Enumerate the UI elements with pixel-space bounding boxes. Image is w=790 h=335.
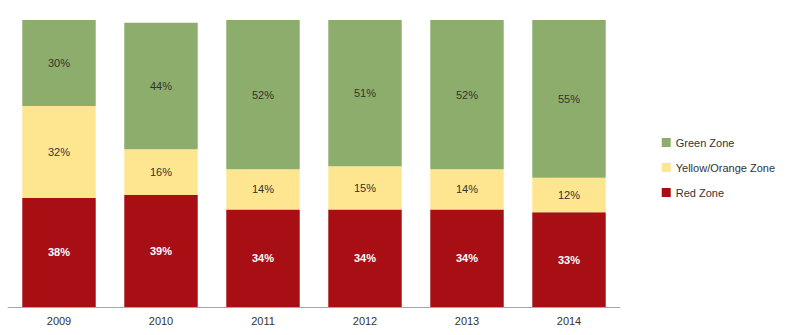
- svg-text:2014: 2014: [557, 315, 581, 327]
- svg-text:34%: 34%: [252, 252, 274, 264]
- svg-text:2010: 2010: [149, 315, 173, 327]
- svg-text:39%: 39%: [150, 245, 172, 257]
- svg-text:14%: 14%: [252, 183, 274, 195]
- svg-text:Red Zone: Red Zone: [676, 187, 724, 199]
- svg-text:44%: 44%: [150, 80, 172, 92]
- svg-text:12%: 12%: [558, 189, 580, 201]
- svg-text:Green Zone: Green Zone: [676, 137, 735, 149]
- svg-text:38%: 38%: [48, 246, 70, 258]
- svg-text:14%: 14%: [456, 183, 478, 195]
- svg-text:Yellow/Orange Zone: Yellow/Orange Zone: [676, 162, 775, 174]
- svg-text:16%: 16%: [150, 166, 172, 178]
- svg-text:52%: 52%: [456, 89, 478, 101]
- svg-text:15%: 15%: [354, 182, 376, 194]
- svg-text:30%: 30%: [48, 57, 70, 69]
- svg-text:55%: 55%: [558, 93, 580, 105]
- svg-text:2013: 2013: [455, 315, 479, 327]
- svg-text:2009: 2009: [47, 315, 71, 327]
- svg-text:33%: 33%: [558, 254, 580, 266]
- svg-text:32%: 32%: [48, 146, 70, 158]
- svg-text:34%: 34%: [354, 252, 376, 264]
- svg-text:52%: 52%: [252, 89, 274, 101]
- svg-text:2011: 2011: [251, 315, 275, 327]
- svg-text:51%: 51%: [354, 87, 376, 99]
- svg-text:2012: 2012: [353, 315, 377, 327]
- svg-text:34%: 34%: [456, 252, 478, 264]
